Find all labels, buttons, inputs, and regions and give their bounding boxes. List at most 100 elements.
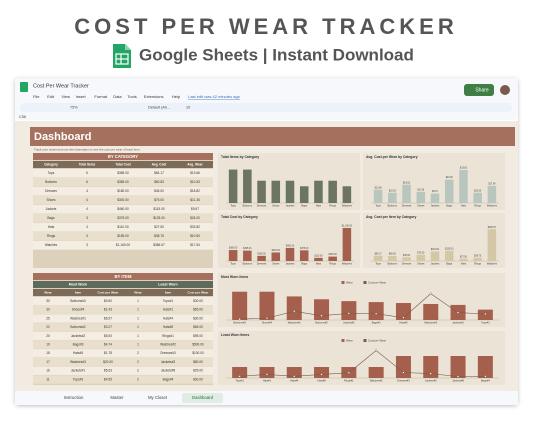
tab[interactable]: [101, 393, 133, 403]
category-label: Bottoms: [388, 204, 398, 208]
menu-item[interactable]: File: [33, 94, 40, 99]
table-cell: 4: [86, 198, 88, 202]
menu-item[interactable]: Tools: [127, 94, 136, 99]
table-cell: 30: [46, 299, 50, 303]
point: [402, 371, 405, 374]
category-label: Jackets#2: [343, 321, 355, 325]
value-label: $38.75: [474, 255, 482, 257]
item-header: [33, 289, 213, 296]
menu-item[interactable]: View: [61, 94, 70, 99]
value-label: $110.00: [314, 255, 323, 257]
table-cell: 11: [46, 377, 50, 381]
table-cell: Rings: [47, 234, 56, 238]
bar: [342, 186, 352, 203]
chart-title: Avg. Cost per Wear by Category: [366, 155, 418, 159]
point: [484, 312, 487, 316]
table-cell: $386.67: [153, 243, 165, 247]
last-edit[interactable]: Last edit was 42 minutes ago: [188, 94, 241, 99]
table-cell: $4.74: [104, 343, 112, 347]
value-label: $460.00: [286, 246, 295, 248]
table-cell: $155.00: [117, 234, 129, 238]
table-row: [33, 314, 213, 323]
bar: [459, 170, 468, 203]
subheadline: Google Sheets | Instant Download: [139, 45, 414, 64]
bar: [473, 257, 482, 261]
category-label: Dresses: [402, 204, 412, 208]
table-cell: $75.00: [154, 198, 164, 202]
legend-label: Cost per Wear: [368, 338, 386, 342]
menu-item[interactable]: Insert: [76, 94, 87, 99]
table-row: [33, 241, 213, 250]
table-cell: $0.60: [104, 299, 112, 303]
bar: [450, 356, 466, 378]
table-cell: 2: [137, 351, 139, 355]
category-label: Jackets#8: [452, 379, 464, 383]
tab-label[interactable]: My Closet: [148, 395, 168, 400]
point: [375, 349, 378, 352]
table-cell: $6.57: [104, 316, 112, 320]
table-cell: $375.00: [117, 216, 129, 220]
table-cell: $460.00: [117, 207, 129, 211]
bar: [271, 180, 281, 203]
share-label: Share: [475, 87, 489, 93]
table-cell: $500.00: [192, 343, 204, 347]
category-label: Watches: [487, 204, 498, 208]
menu-item[interactable]: Format: [94, 94, 108, 99]
headline: COST PER WEAR TRACKER: [74, 14, 457, 39]
category-title: BY CATEGORY: [108, 154, 138, 159]
category-label: Jackets: [431, 262, 440, 266]
font-select[interactable]: Default (Ari...: [148, 106, 170, 110]
tab-label[interactable]: Master: [110, 395, 124, 400]
tab-label[interactable]: Instruction: [64, 395, 84, 400]
menu-item[interactable]: Help: [172, 94, 181, 99]
table-cell: $4.55: [104, 377, 112, 381]
table-cell: 1: [137, 299, 139, 303]
bar: [416, 191, 426, 203]
menu-item[interactable]: Data: [113, 94, 122, 99]
table-cell: 1: [137, 325, 139, 329]
menu-item[interactable]: Edit: [47, 94, 55, 99]
table-cell: Shoes#4: [72, 308, 85, 312]
table-cell: 16: [46, 369, 50, 373]
legend-label: Cost per Wear: [368, 280, 386, 284]
value-label: $75.00: [417, 252, 425, 254]
chart-title: Total Cost by Category: [221, 215, 258, 219]
line: [239, 293, 486, 320]
table-cell: $20.00: [103, 360, 113, 364]
table-row: [33, 366, 213, 375]
table-cell: Watches#2: [160, 343, 176, 347]
tab-label[interactable]: Dashboard: [192, 395, 214, 400]
table-cell: $38.75: [154, 234, 164, 238]
value-label: $386.67: [488, 227, 497, 229]
value-label: $24.00: [446, 177, 454, 179]
point: [484, 375, 487, 378]
font-size[interactable]: 10: [186, 106, 190, 110]
tab[interactable]: [137, 393, 178, 403]
category-label: Tops: [230, 204, 236, 208]
avatar: [500, 85, 510, 95]
table-cell: 4: [86, 225, 88, 229]
table-cell: Hats: [48, 225, 55, 229]
table-cell: 22: [46, 325, 50, 329]
chart-title: Avg. Cost per Item by Category: [366, 215, 416, 219]
zoom[interactable]: 75%: [70, 106, 78, 110]
menu-item[interactable]: Extensions: [144, 94, 164, 99]
table-cell: 2: [137, 369, 139, 373]
value-label: $10.53: [389, 190, 397, 192]
bar: [328, 180, 337, 203]
table-cell: $100.00: [192, 351, 204, 355]
bar: [259, 367, 275, 378]
category-label: Dresses#3: [397, 379, 410, 383]
bar: [259, 291, 275, 320]
table-row: [33, 323, 213, 332]
table-cell: $65.00: [193, 308, 203, 312]
bar: [444, 250, 454, 261]
category-label: Tops: [375, 262, 381, 266]
table-row: [33, 169, 213, 178]
chart-title: Total Items by Category: [221, 155, 259, 159]
category-label: Hats: [461, 204, 467, 208]
share-button[interactable]: [464, 84, 494, 96]
tab[interactable]: [182, 393, 223, 403]
tab[interactable]: [50, 393, 97, 403]
point: [456, 311, 460, 314]
